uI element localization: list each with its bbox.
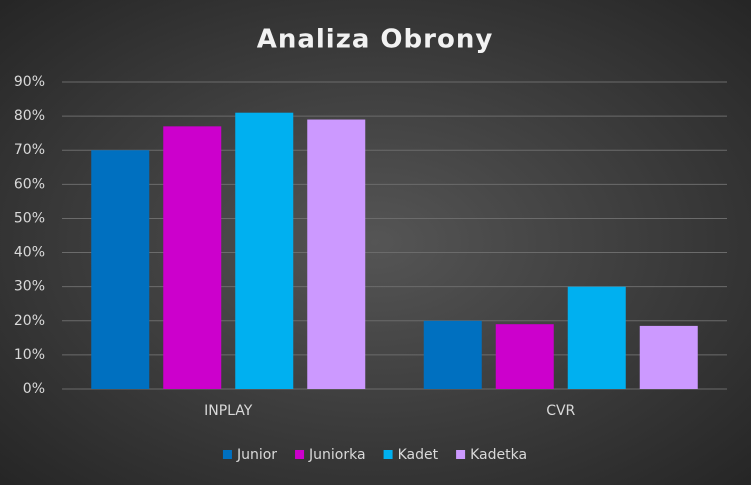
chart-title: Analiza Obrony	[257, 25, 494, 55]
y-tick-label: 60%	[14, 176, 45, 192]
bar	[567, 286, 626, 389]
legend-swatch	[456, 450, 466, 459]
y-tick-label: 30%	[14, 279, 45, 295]
y-tick-label: 90%	[14, 74, 45, 90]
y-tick-label: 70%	[14, 142, 45, 158]
legend-label: Juniorka	[308, 447, 366, 463]
x-tick-label: CVR	[546, 403, 575, 419]
legend-label: Kadet	[398, 447, 439, 463]
bar	[163, 126, 222, 389]
y-tick-label: 40%	[14, 245, 45, 261]
y-tick-label: 80%	[14, 108, 45, 124]
bar	[235, 112, 294, 389]
y-tick-label: 10%	[14, 347, 45, 363]
legend-swatch	[222, 450, 232, 459]
y-tick-label: 50%	[14, 210, 45, 226]
bar	[91, 150, 150, 389]
bar	[495, 324, 554, 389]
y-tick-label: 0%	[23, 381, 45, 397]
legend-swatch	[295, 450, 305, 459]
legend-label: Kadetka	[470, 447, 527, 463]
x-tick-label: INPLAY	[204, 403, 253, 419]
legend-label: Junior	[236, 447, 277, 463]
bar	[639, 325, 698, 389]
bar	[423, 320, 482, 389]
bar	[307, 119, 366, 390]
legend-swatch	[383, 450, 393, 459]
y-tick-label: 20%	[14, 313, 45, 329]
